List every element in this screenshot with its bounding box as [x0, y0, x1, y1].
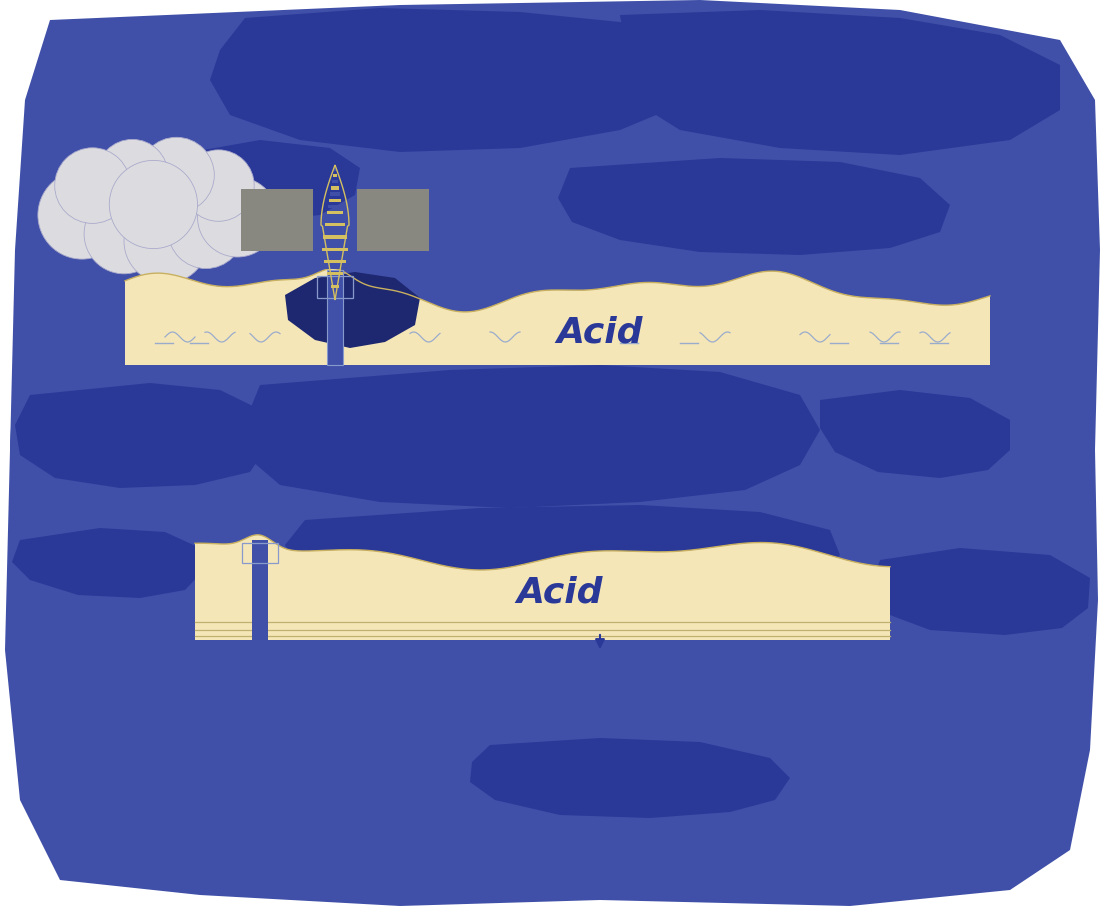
Polygon shape: [195, 535, 890, 640]
FancyBboxPatch shape: [329, 198, 341, 202]
Circle shape: [139, 138, 214, 213]
FancyBboxPatch shape: [327, 273, 343, 275]
FancyBboxPatch shape: [331, 187, 339, 189]
Polygon shape: [152, 140, 360, 222]
FancyBboxPatch shape: [331, 284, 340, 288]
FancyBboxPatch shape: [330, 192, 340, 196]
Polygon shape: [285, 505, 840, 590]
Circle shape: [183, 149, 254, 221]
Circle shape: [55, 148, 130, 224]
FancyBboxPatch shape: [252, 540, 268, 640]
FancyBboxPatch shape: [326, 217, 344, 220]
FancyBboxPatch shape: [333, 291, 338, 294]
Polygon shape: [245, 365, 820, 508]
FancyBboxPatch shape: [322, 236, 348, 238]
Polygon shape: [125, 268, 990, 365]
Text: Acid: Acid: [557, 315, 644, 350]
Polygon shape: [470, 738, 790, 818]
Polygon shape: [620, 10, 1060, 155]
Circle shape: [37, 171, 127, 259]
FancyBboxPatch shape: [329, 278, 341, 282]
FancyBboxPatch shape: [358, 189, 429, 251]
FancyBboxPatch shape: [241, 189, 314, 251]
Polygon shape: [870, 548, 1090, 635]
FancyBboxPatch shape: [322, 254, 348, 257]
FancyBboxPatch shape: [327, 211, 343, 214]
Circle shape: [97, 140, 168, 211]
FancyBboxPatch shape: [327, 270, 343, 365]
Circle shape: [109, 160, 198, 248]
Polygon shape: [285, 272, 420, 348]
FancyBboxPatch shape: [321, 247, 349, 251]
Circle shape: [124, 199, 208, 284]
Polygon shape: [6, 0, 1100, 906]
FancyBboxPatch shape: [324, 223, 345, 226]
FancyBboxPatch shape: [324, 266, 345, 269]
Circle shape: [84, 194, 164, 274]
Ellipse shape: [10, 18, 1090, 888]
Polygon shape: [210, 8, 700, 152]
Circle shape: [198, 178, 277, 257]
FancyBboxPatch shape: [323, 260, 346, 263]
FancyBboxPatch shape: [333, 174, 337, 178]
Text: Acid: Acid: [517, 575, 603, 610]
Polygon shape: [820, 390, 1010, 478]
FancyBboxPatch shape: [321, 242, 349, 245]
Polygon shape: [558, 158, 950, 255]
Circle shape: [168, 193, 244, 268]
FancyBboxPatch shape: [334, 168, 336, 171]
FancyBboxPatch shape: [323, 229, 346, 233]
Polygon shape: [12, 528, 202, 598]
FancyBboxPatch shape: [332, 180, 338, 183]
Polygon shape: [15, 383, 268, 488]
FancyBboxPatch shape: [328, 205, 342, 208]
